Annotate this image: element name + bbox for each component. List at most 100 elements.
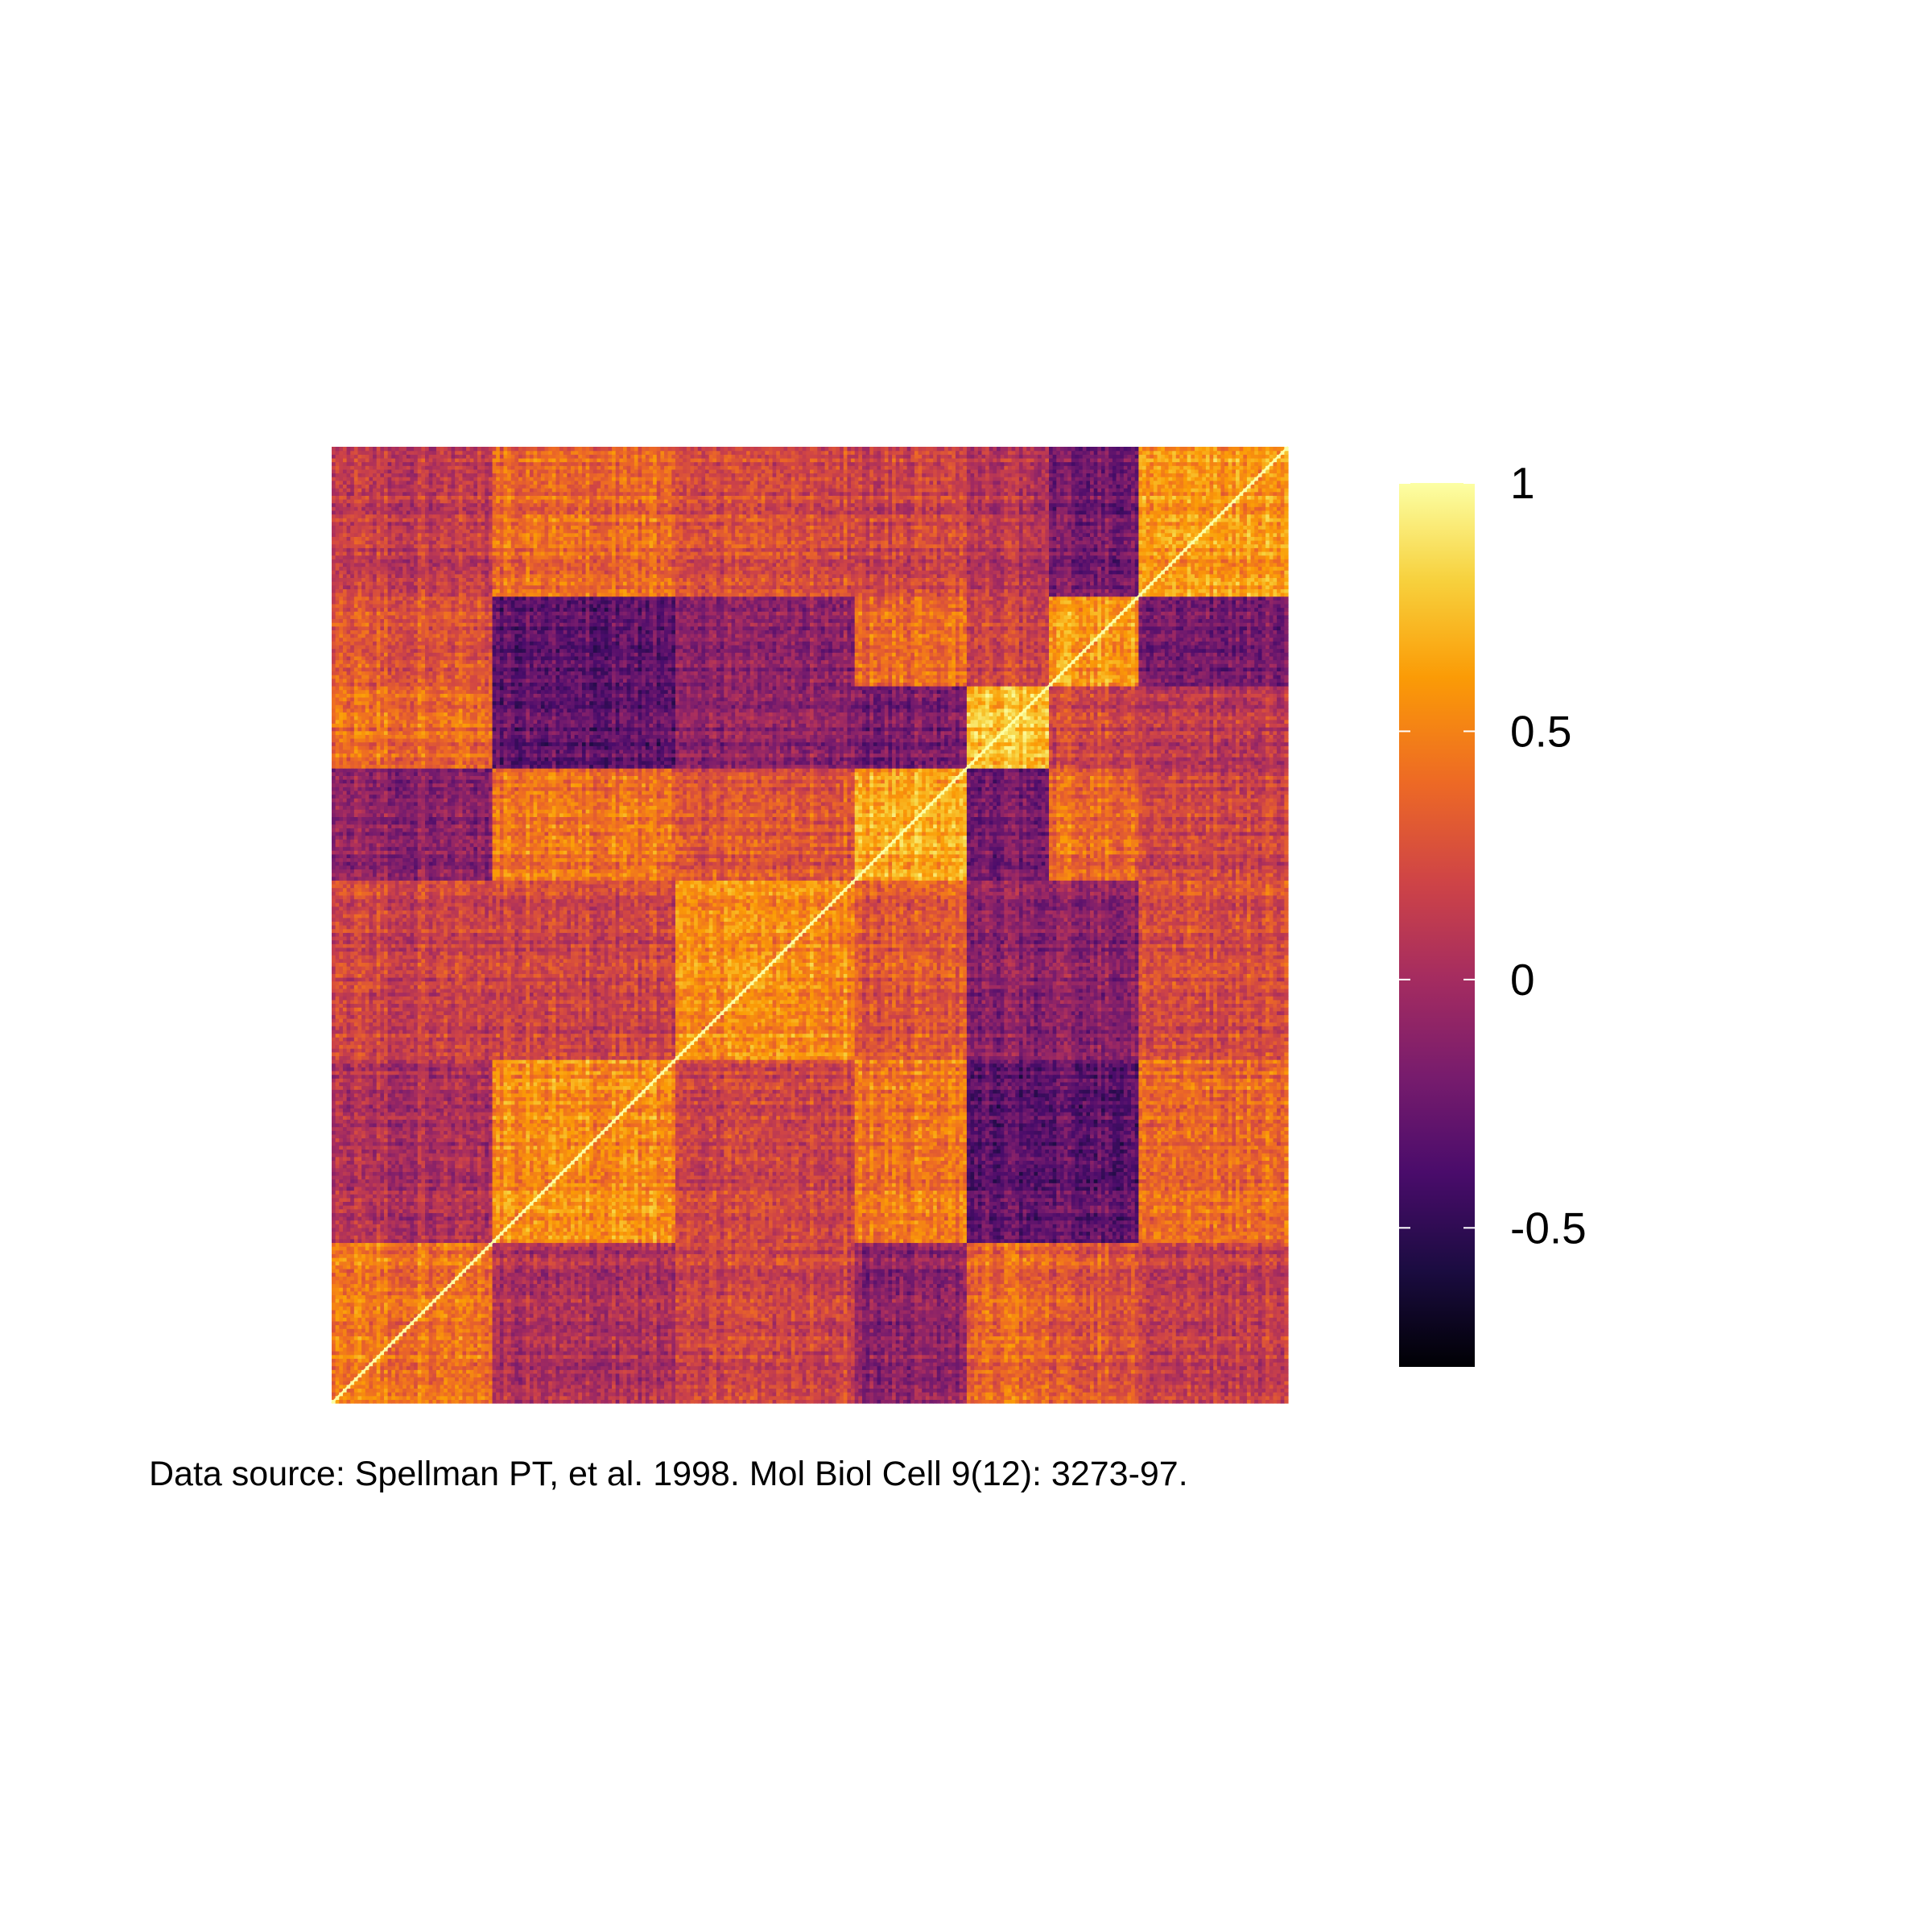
heatmap-cell: [555, 1399, 559, 1403]
heatmap-cell: [526, 1399, 530, 1403]
heatmap-cell: [956, 1399, 960, 1403]
heatmap-cell: [1202, 1396, 1206, 1400]
heatmap-cell: [1053, 1396, 1057, 1400]
heatmap-cell: [425, 1396, 429, 1400]
heatmap-cell: [444, 1396, 448, 1400]
heatmap-cell: [1019, 1396, 1023, 1400]
heatmap-cell: [1273, 1399, 1277, 1403]
heatmap-cell: [750, 1396, 754, 1400]
heatmap-cell: [873, 1396, 877, 1400]
heatmap-cell: [948, 1396, 952, 1400]
heatmap-cell: [985, 1396, 989, 1400]
heatmap-cell: [940, 1399, 944, 1403]
heatmap-cell: [1124, 1399, 1128, 1403]
heatmap-cell: [1187, 1396, 1191, 1400]
heatmap-cell: [705, 1396, 709, 1400]
heatmap-cell: [357, 1399, 361, 1403]
heatmap-cell: [1236, 1396, 1240, 1400]
heatmap-cell: [803, 1399, 807, 1403]
heatmap-cell: [940, 1396, 944, 1400]
heatmap-cell: [545, 1399, 549, 1403]
heatmap-cell: [881, 1396, 885, 1400]
heatmap-cell: [1108, 1399, 1113, 1403]
heatmap-cell: [489, 1399, 493, 1403]
heatmap-cell: [601, 1399, 605, 1403]
heatmap-cell: [919, 1396, 923, 1400]
heatmap-cell: [753, 1396, 758, 1400]
heatmap-cell: [974, 1399, 978, 1403]
heatmap-cell: [1158, 1396, 1162, 1400]
heatmap-cell: [671, 1396, 675, 1400]
heatmap-cell: [452, 1399, 456, 1403]
heatmap-cell: [541, 1396, 545, 1400]
heatmap-cell: [1262, 1399, 1266, 1403]
heatmap-cell: [795, 1396, 799, 1400]
heatmap-cell: [1049, 1399, 1053, 1403]
heatmap-cell: [399, 1396, 403, 1400]
heatmap-cell: [421, 1396, 425, 1400]
heatmap-cell: [836, 1396, 840, 1400]
heatmap-cell: [832, 1396, 836, 1400]
heatmap-cell: [803, 1396, 807, 1400]
heatmap-cell: [369, 1399, 373, 1403]
heatmap-cell: [1247, 1399, 1251, 1403]
heatmap-cell: [350, 1392, 354, 1396]
heatmap-cell: [1038, 1399, 1042, 1403]
heatmap-cell: [1165, 1396, 1169, 1400]
heatmap-cell: [354, 1399, 358, 1403]
heatmap-cell: [1012, 1396, 1016, 1400]
heatmap-cell: [511, 1399, 515, 1403]
heatmap-cell: [784, 1396, 788, 1400]
heatmap-cell: [1254, 1396, 1258, 1400]
heatmap-cell: [858, 1396, 862, 1400]
heatmap-cell: [668, 1399, 672, 1403]
heatmap-cell: [462, 1399, 466, 1403]
heatmap-cell: [1284, 1396, 1288, 1400]
heatmap-cell: [1224, 1396, 1228, 1400]
heatmap-cell: [601, 1396, 605, 1400]
heatmap-cell: [832, 1399, 836, 1403]
heatmap-cell: [357, 1392, 361, 1396]
heatmap-cell: [776, 1399, 780, 1403]
heatmap-cell: [421, 1399, 425, 1403]
heatmap-cell: [493, 1396, 497, 1400]
heatmap-cell: [817, 1399, 821, 1403]
heatmap-cell: [732, 1396, 736, 1400]
heatmap-cell: [361, 1399, 365, 1403]
heatmap-cell: [762, 1399, 766, 1403]
heatmap-cell: [526, 1396, 530, 1400]
heatmap-cell: [840, 1399, 844, 1403]
heatmap-cell: [1083, 1399, 1087, 1403]
heatmap-cell: [1262, 1396, 1266, 1400]
heatmap-cell: [821, 1396, 825, 1400]
heatmap-cell: [605, 1399, 609, 1403]
heatmap-cell: [1281, 1399, 1285, 1403]
heatmap-cell: [799, 1399, 803, 1403]
heatmap-cell: [1191, 1396, 1195, 1400]
heatmap-cell: [1113, 1399, 1117, 1403]
heatmap-cell: [762, 1396, 766, 1400]
heatmap-cell: [1277, 1396, 1281, 1400]
heatmap-cell: [671, 1399, 675, 1403]
heatmap-cell: [716, 1396, 720, 1400]
heatmap-cell: [914, 1396, 919, 1400]
heatmap-cell: [455, 1396, 459, 1400]
heatmap-cell: [664, 1396, 668, 1400]
heatmap-cell: [847, 1396, 851, 1400]
heatmap-cell: [855, 1396, 859, 1400]
heatmap-cell: [1265, 1396, 1269, 1400]
heatmap-cell: [432, 1399, 436, 1403]
heatmap-cell: [679, 1396, 683, 1400]
heatmap-cell: [1038, 1396, 1042, 1400]
heatmap-cell: [866, 1399, 870, 1403]
heatmap-cell: [732, 1399, 736, 1403]
heatmap-cell: [1191, 1399, 1195, 1403]
heatmap-cell: [1019, 1399, 1023, 1403]
heatmap-cell: [855, 1399, 859, 1403]
heatmap-cell: [780, 1399, 784, 1403]
heatmap-cell: [885, 1399, 889, 1403]
heatmap-cell: [1258, 1399, 1262, 1403]
heatmap-cell: [683, 1399, 687, 1403]
heatmap-cell: [892, 1399, 896, 1403]
heatmap-cell: [1240, 1396, 1244, 1400]
